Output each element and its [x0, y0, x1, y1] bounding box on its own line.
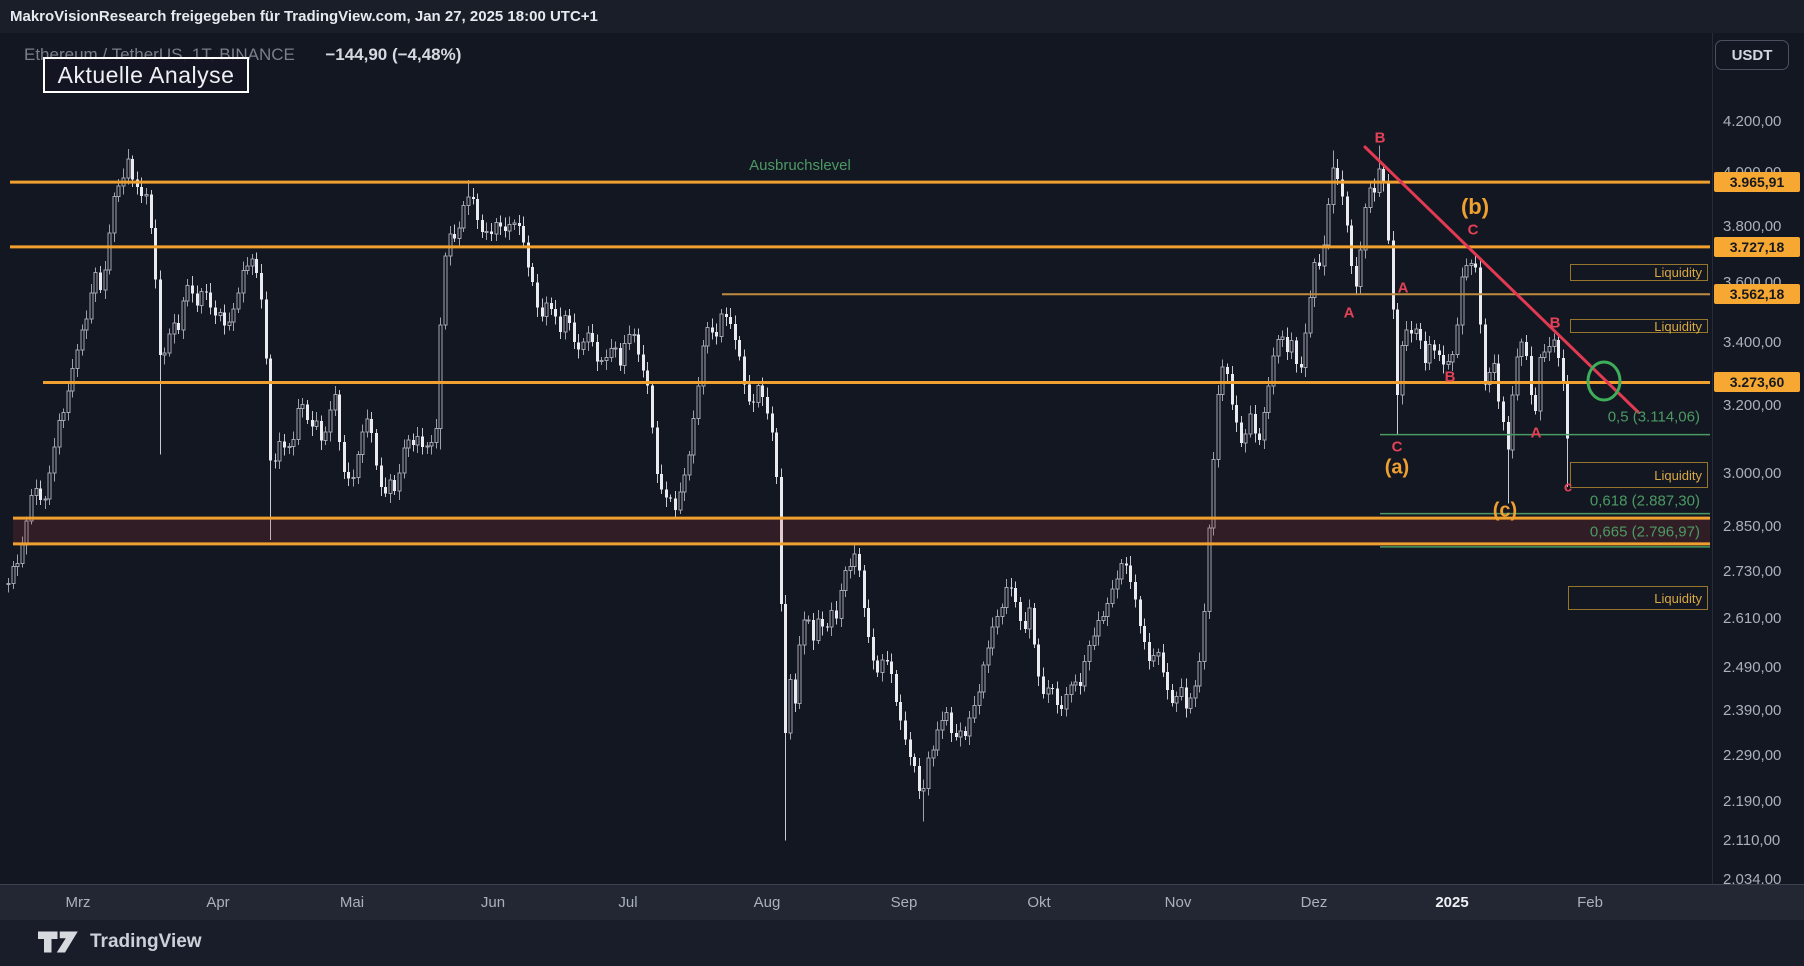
tradingview-logo-icon — [38, 931, 78, 953]
price-axis-label-14: 2.110,00 — [1723, 832, 1781, 850]
price-axis-label-15: 2.034,00 — [1723, 870, 1782, 888]
chart-plot-area[interactable]: Liquidity Liquidity Liquidity Liquidity 0,5 … — [0, 33, 1712, 884]
wave-label-a-1: (a) — [1384, 456, 1410, 479]
candlestick-chart — [6, 145, 1710, 841]
price-axis-label-6: 3.000,00 — [1723, 464, 1782, 482]
price-axis-label-9: 2.610,00 — [1723, 610, 1782, 628]
time-axis-label-Apr: Apr — [206, 894, 230, 911]
price-level-badge-3: 3.273,60 — [1714, 372, 1800, 393]
price-axis-label-4: 3.400,00 — [1723, 333, 1782, 351]
price-axis-label-0: 4.200,00 — [1723, 113, 1782, 131]
breakout-level-label: Ausbruchslevel — [749, 157, 851, 174]
wave-label-C-5: C — [1391, 438, 1403, 456]
price-axis-label-7: 2.850,00 — [1723, 518, 1782, 536]
candlesticks — [6, 145, 1569, 841]
time-axis-label-Feb: Feb — [1577, 894, 1603, 911]
price-change: −144,90 (−4,48%) — [325, 45, 462, 64]
analysis-title-text: Aktuelle Analyse — [57, 61, 235, 88]
time-axis-label-Mrz: Mrz — [65, 894, 91, 911]
fib-label-1: 0,618 (2.887,30) — [1589, 492, 1700, 510]
wave-label-C-1: C — [1467, 221, 1479, 239]
wave-label-B-0: B — [1374, 129, 1386, 147]
time-axis-label-Mai: Mai — [339, 894, 365, 911]
price-axis-label-13: 2.190,00 — [1723, 793, 1782, 811]
analysis-title-box: Aktuelle Analyse — [43, 57, 249, 93]
support-zone-fill — [13, 518, 1710, 544]
wave-label-A-3: A — [1397, 279, 1409, 297]
liquidity-box-1[interactable]: Liquidity — [1570, 319, 1708, 334]
tradingview-logo[interactable]: TradingView — [38, 930, 202, 954]
fib-label-0: 0,5 (3.114,06) — [1607, 408, 1700, 426]
release-info-text: MakroVisionResearch freigegeben für Trad… — [10, 8, 598, 25]
wave-label-b-0: (b) — [1460, 194, 1490, 219]
price-axis-label-12: 2.290,00 — [1723, 746, 1782, 764]
time-axis-label-Aug: Aug — [753, 894, 781, 911]
price-axis[interactable]: 4.200,004.000,003.800,003.600,003.400,00… — [1712, 33, 1804, 888]
release-info-bar: MakroVisionResearch freigegeben für Trad… — [0, 0, 1804, 33]
time-axis-label-Dez: Dez — [1300, 894, 1328, 911]
liquidity-box-3[interactable]: Liquidity — [1568, 586, 1708, 610]
price-axis-label-2: 3.800,00 — [1723, 217, 1782, 235]
price-level-badge-2: 3.562,18 — [1714, 284, 1800, 305]
time-axis-label-Sep: Sep — [890, 894, 918, 911]
wave-label-A-6: A — [1530, 424, 1542, 442]
footer-bar: TradingView — [0, 920, 1804, 966]
time-axis-label-Jun: Jun — [480, 894, 506, 911]
time-axis-label-Okt: Okt — [1027, 894, 1051, 911]
price-axis-label-10: 2.490,00 — [1723, 659, 1782, 677]
price-level-badge-0: 3.965,91 — [1714, 172, 1800, 193]
price-axis-label-11: 2.390,00 — [1723, 702, 1782, 720]
time-axis-label-Jul: Jul — [618, 894, 638, 911]
time-axis[interactable]: Mrz Apr Mai Jun Jul Aug Sep Okt Nov Dez 2025 Feb — [0, 884, 1804, 921]
fib-label-2: 0,665 (2.796,97) — [1589, 523, 1700, 541]
wave-label-c-8: c — [1563, 478, 1573, 496]
time-axis-label-Nov: Nov — [1164, 894, 1192, 911]
tradingview-logo-text: TradingView — [90, 931, 202, 952]
wave-label-A-2: A — [1343, 304, 1355, 322]
wave-label-B-4: B — [1444, 368, 1456, 386]
liquidity-box-0[interactable]: Liquidity — [1570, 264, 1708, 281]
price-axis-label-8: 2.730,00 — [1723, 563, 1782, 581]
liquidity-box-2[interactable]: Liquidity — [1570, 462, 1708, 488]
target-circle — [1586, 360, 1622, 402]
price-axis-label-5: 3.200,00 — [1723, 397, 1782, 415]
chart-widget: Liquidity Liquidity Liquidity Liquidity 0,5 … — [0, 33, 1804, 920]
price-level-badge-1: 3.727,18 — [1714, 236, 1800, 257]
currency-toggle-label: USDT — [1731, 46, 1773, 64]
time-axis-label-2025: 2025 — [1435, 894, 1469, 911]
wave-label-c-2: (c) — [1492, 499, 1518, 522]
currency-toggle-button[interactable]: USDT — [1715, 40, 1789, 70]
wave-label-B-7: B — [1549, 314, 1561, 332]
